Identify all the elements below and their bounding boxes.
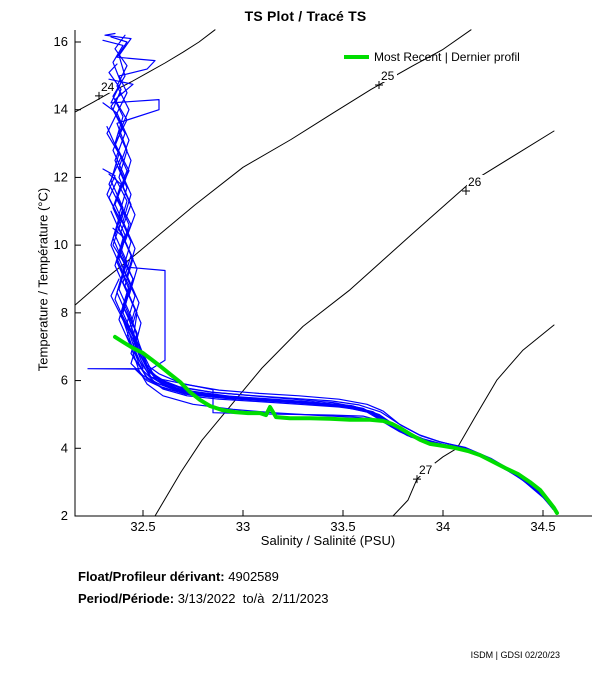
- float-id-line: Float/Profileur dérivant: 4902589: [78, 569, 279, 584]
- profile-line: [112, 227, 554, 506]
- isopycnal-label-gap-24: [100, 79, 117, 93]
- profile-line: [108, 78, 556, 510]
- y-axis-label: Temperature / Température (°C): [35, 187, 51, 372]
- y-tick-label: 12: [54, 169, 68, 184]
- profile-line: [102, 39, 554, 510]
- profile-line: [87, 168, 552, 505]
- profile-line: [104, 32, 556, 512]
- period-line: Period/Période: 3/13/2022 to/à 2/11/2023: [78, 591, 329, 606]
- legend: Most Recent | Dernier profil: [344, 50, 520, 64]
- profile-line: [106, 125, 554, 507]
- isopycnal-27: [392, 324, 555, 517]
- isopycnal-plus-24: [95, 91, 103, 100]
- isopycnal-label-27: 27: [419, 463, 433, 477]
- x-axis-label: Salinity / Salinité (PSU): [260, 533, 396, 548]
- y-tick-label: 4: [61, 440, 68, 455]
- isopycnal-plus-26: [462, 186, 470, 195]
- x-tick-label: 34: [436, 519, 450, 534]
- y-tick-label: 6: [61, 373, 68, 388]
- profile-line: [108, 63, 552, 505]
- legend-most-recent-label: Most Recent | Dernier profil: [374, 50, 520, 64]
- isopycnal-plus-27: [413, 475, 421, 484]
- y-tick-label: 14: [54, 102, 68, 117]
- axes-lines: [74, 30, 592, 517]
- x-tick-label: 32.5: [130, 519, 155, 534]
- issuer-stamp: ISDM | GDSI 02/20/23: [470, 650, 560, 660]
- float-id-value: 4902589: [224, 569, 279, 584]
- profile-line: [108, 173, 552, 505]
- x-tick-label: 33.5: [330, 519, 355, 534]
- isopycnal-label-26: 26: [468, 175, 482, 189]
- profile-line: [110, 36, 554, 507]
- y-tick-label: 8: [61, 305, 68, 320]
- y-tick-label: 16: [54, 34, 68, 49]
- y-tick-label: 10: [54, 237, 68, 252]
- x-tick-label: 33: [236, 519, 250, 534]
- float-id-label: Float/Profileur dérivant:: [78, 569, 225, 584]
- period-value: 3/13/2022 to/à 2/11/2023: [174, 591, 329, 606]
- profile-line: [110, 92, 554, 507]
- isopycnal-label-25: 25: [381, 69, 395, 83]
- y-tick-label: 2: [61, 508, 68, 523]
- most-recent-profile-line: [113, 334, 559, 515]
- isopycnal-label-gap-26: [467, 174, 484, 188]
- isopycnal-label-24: 24: [101, 80, 115, 94]
- isopycnal-label-gap-25: [380, 68, 397, 82]
- isopycnal-24: [74, 29, 216, 113]
- period-label: Period/Période:: [78, 591, 175, 606]
- isopycnal-label-gap-27: [418, 463, 435, 477]
- isopycnal-26: [154, 130, 555, 517]
- profile-line: [114, 34, 556, 509]
- profile-line: [110, 210, 554, 510]
- legend-most-recent-line: [344, 55, 369, 59]
- isopycnal-plus-25: [375, 80, 383, 89]
- profile-line: [102, 102, 550, 504]
- plot-title: TS Plot / Tracé TS: [244, 8, 367, 24]
- x-tick-label: 34.5: [530, 519, 555, 534]
